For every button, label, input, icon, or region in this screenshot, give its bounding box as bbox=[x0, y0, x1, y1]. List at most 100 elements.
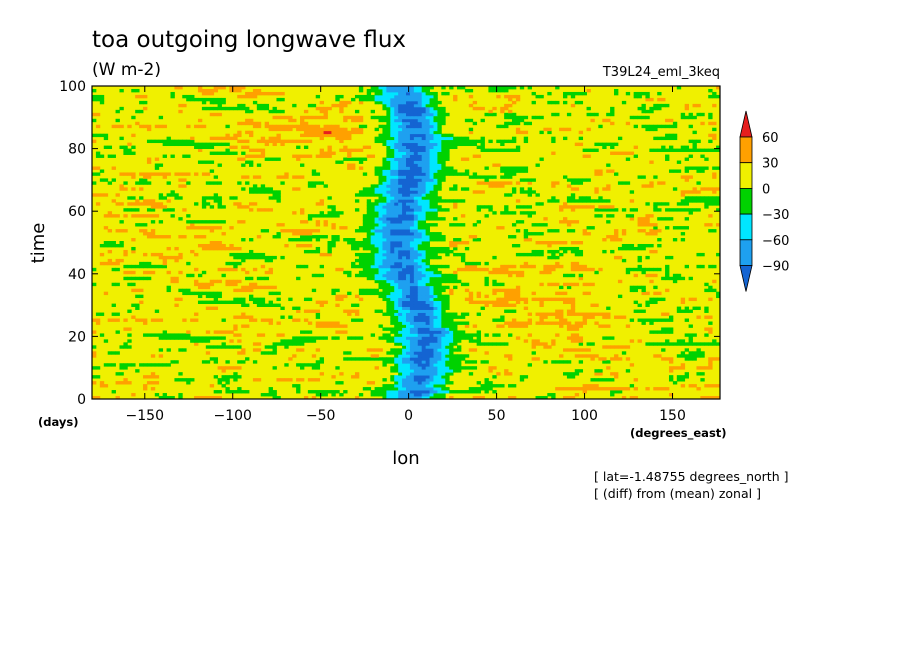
heatmap-cell bbox=[413, 187, 419, 191]
heatmap-cell bbox=[504, 342, 509, 346]
heatmap-cell bbox=[154, 252, 160, 257]
heatmap-cell bbox=[417, 157, 423, 161]
heatmap-cell bbox=[323, 109, 328, 114]
heatmap-cell bbox=[115, 214, 120, 218]
heatmap-cell bbox=[319, 115, 324, 120]
heatmap-cell bbox=[300, 229, 305, 233]
heatmap-cell bbox=[657, 318, 662, 322]
heatmap-cell bbox=[307, 249, 313, 254]
heatmap-cell bbox=[668, 375, 674, 379]
heatmap-cell bbox=[111, 351, 116, 355]
heatmap-cell bbox=[315, 115, 321, 120]
heatmap-cell bbox=[394, 303, 399, 307]
heatmap-cell bbox=[354, 357, 360, 361]
heatmap-cell bbox=[614, 357, 619, 361]
heatmap-cell bbox=[641, 184, 646, 188]
heatmap-cell bbox=[433, 172, 438, 176]
heatmap-cell bbox=[131, 175, 136, 179]
heatmap-cell bbox=[704, 196, 709, 200]
heatmap-cell bbox=[143, 384, 148, 388]
heatmap-cell bbox=[311, 169, 317, 173]
heatmap-cell bbox=[421, 211, 427, 215]
heatmap-cell bbox=[570, 387, 576, 391]
heatmap-cell bbox=[174, 196, 179, 200]
heatmap-cell bbox=[582, 348, 587, 352]
heatmap-cell bbox=[103, 339, 109, 343]
heatmap-cell bbox=[111, 178, 116, 182]
heatmap-cell bbox=[496, 282, 501, 287]
heatmap-cell bbox=[398, 276, 403, 281]
heatmap-cell bbox=[449, 381, 454, 385]
heatmap-cell bbox=[366, 381, 372, 385]
heatmap-cell bbox=[95, 94, 101, 99]
heatmap-cell bbox=[150, 264, 156, 269]
heatmap-cell bbox=[390, 112, 395, 117]
heatmap-cell bbox=[331, 223, 336, 227]
heatmap-cell bbox=[445, 387, 450, 391]
heatmap-cell bbox=[563, 100, 568, 105]
heatmap-cell bbox=[445, 279, 450, 284]
heatmap-cell bbox=[425, 160, 430, 164]
heatmap-cell bbox=[213, 279, 219, 284]
heatmap-cell bbox=[700, 121, 705, 126]
heatmap-cell bbox=[119, 220, 124, 224]
heatmap-cell bbox=[413, 288, 419, 293]
heatmap-cell bbox=[574, 252, 580, 257]
heatmap-cell bbox=[409, 112, 415, 117]
heatmap-cell bbox=[425, 148, 430, 152]
heatmap-cell bbox=[460, 267, 466, 272]
heatmap-cell bbox=[574, 91, 580, 96]
heatmap-cell bbox=[233, 345, 238, 349]
heatmap-cell bbox=[590, 199, 595, 203]
heatmap-cell bbox=[201, 196, 207, 200]
heatmap-cell bbox=[409, 270, 415, 275]
heatmap-cell bbox=[256, 175, 262, 179]
heatmap-cell bbox=[217, 243, 222, 248]
heatmap-cell bbox=[135, 88, 140, 93]
heatmap-cell bbox=[186, 330, 191, 334]
heatmap-cell bbox=[386, 393, 391, 397]
heatmap-cell bbox=[390, 357, 395, 361]
heatmap-cell bbox=[378, 214, 383, 218]
heatmap-cell bbox=[523, 252, 529, 257]
heatmap-cell bbox=[382, 157, 387, 161]
heatmap-cell bbox=[574, 187, 580, 191]
heatmap-cell bbox=[515, 291, 521, 296]
heatmap-cell bbox=[339, 330, 344, 334]
heatmap-cell bbox=[390, 267, 395, 272]
heatmap-cell bbox=[237, 103, 242, 108]
heatmap-cell bbox=[519, 205, 525, 209]
heatmap-cell bbox=[712, 121, 717, 126]
heatmap-cell bbox=[433, 345, 438, 349]
heatmap-cell bbox=[107, 258, 113, 263]
heatmap-cell bbox=[602, 312, 607, 316]
heatmap-cell bbox=[386, 163, 391, 167]
heatmap-cell bbox=[327, 246, 332, 251]
heatmap-cell bbox=[547, 393, 552, 397]
heatmap-cell bbox=[437, 375, 442, 379]
heatmap-cell bbox=[425, 88, 430, 93]
heatmap-cell bbox=[429, 318, 434, 322]
heatmap-cell bbox=[398, 166, 403, 170]
heatmap-cell bbox=[386, 360, 391, 364]
heatmap-cell bbox=[315, 223, 321, 227]
heatmap-cell bbox=[653, 223, 658, 227]
heatmap-cell bbox=[390, 205, 395, 209]
heatmap-cell bbox=[468, 175, 474, 179]
heatmap-cell bbox=[429, 321, 434, 325]
heatmap-cell bbox=[500, 318, 505, 322]
heatmap-cell bbox=[453, 342, 458, 346]
heatmap-cell bbox=[354, 229, 360, 233]
heatmap-cell bbox=[484, 205, 489, 209]
heatmap-cell bbox=[146, 333, 152, 337]
heatmap-cell bbox=[398, 357, 403, 361]
heatmap-cell bbox=[425, 369, 430, 373]
heatmap-cell bbox=[406, 300, 411, 305]
heatmap-cell bbox=[327, 390, 332, 394]
heatmap-cell bbox=[260, 148, 266, 152]
heatmap-cell bbox=[103, 193, 109, 197]
heatmap-cell bbox=[288, 127, 293, 132]
heatmap-cell bbox=[429, 181, 434, 185]
heatmap-cell bbox=[429, 235, 434, 239]
heatmap-cell bbox=[417, 88, 423, 93]
